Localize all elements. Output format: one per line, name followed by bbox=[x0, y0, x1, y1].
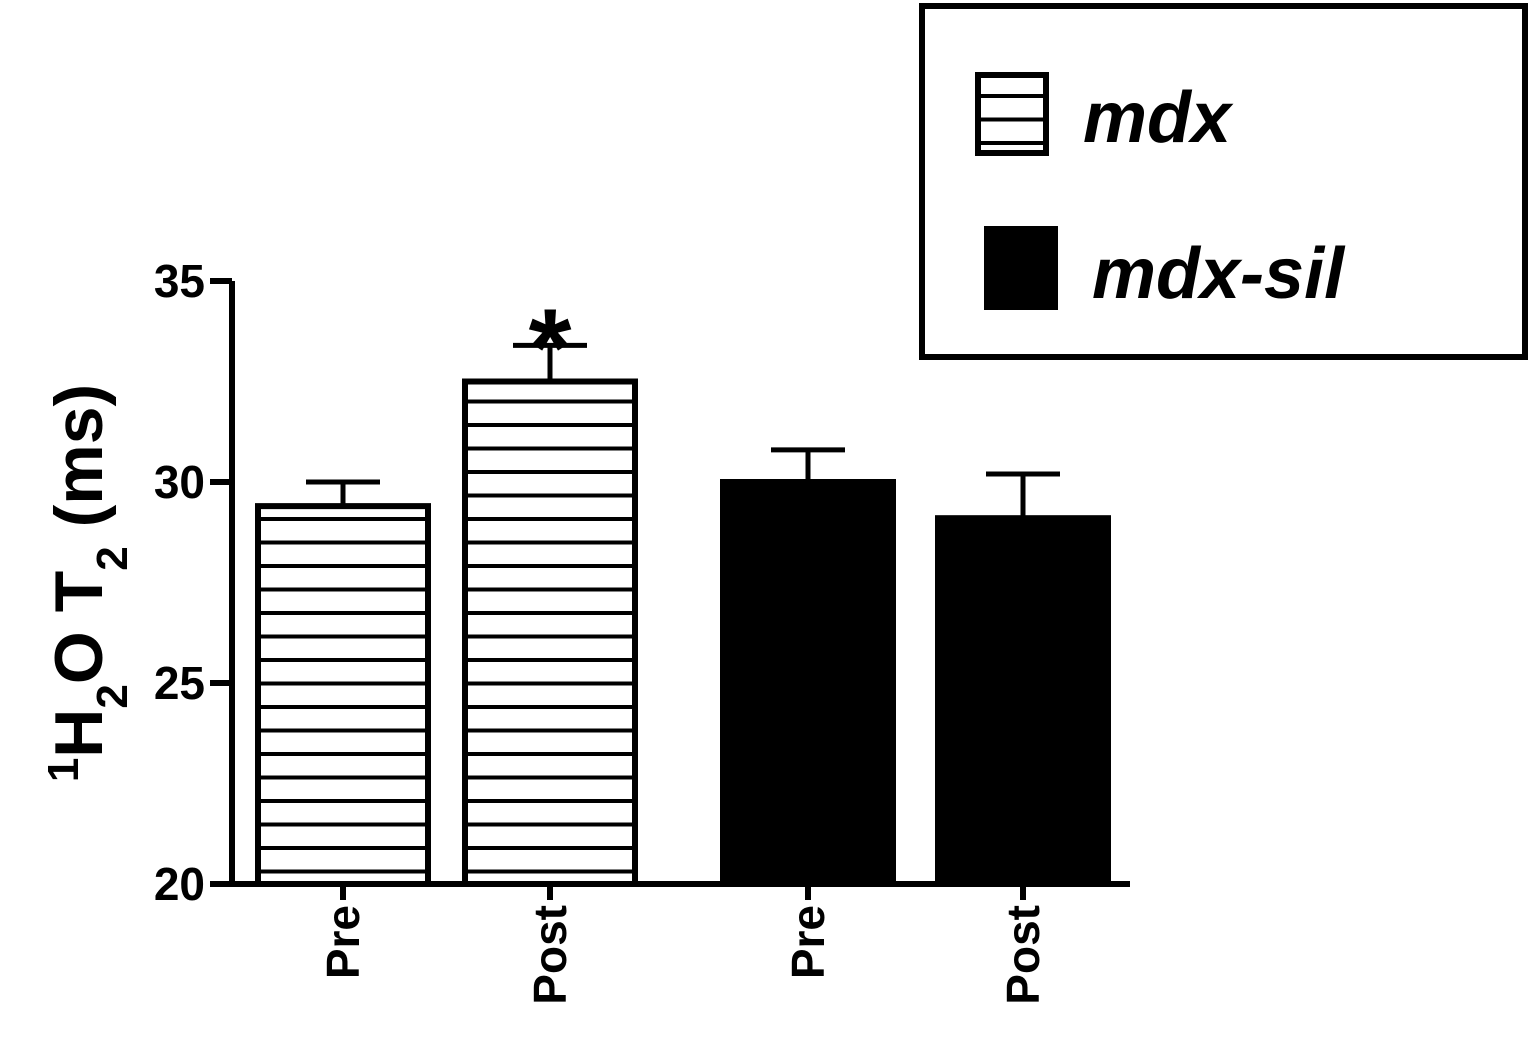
legend-swatch bbox=[975, 72, 1049, 156]
y-tick-label: 20 bbox=[154, 858, 205, 910]
legend-label: mdx-sil bbox=[1092, 234, 1346, 314]
error-bar bbox=[771, 447, 845, 482]
y-tick-label: 30 bbox=[154, 456, 205, 508]
legend-label: mdx bbox=[1083, 78, 1234, 158]
y-tick-label: 35 bbox=[154, 255, 205, 307]
error-bar bbox=[306, 479, 380, 507]
x-tick-label: Post bbox=[997, 905, 1049, 1005]
x-tick-label: Post bbox=[524, 905, 576, 1005]
annotation: * bbox=[529, 286, 572, 409]
bar bbox=[720, 479, 896, 887]
bar bbox=[255, 503, 431, 887]
bar bbox=[935, 515, 1111, 887]
bar bbox=[462, 378, 638, 887]
y-tick-label: 25 bbox=[154, 657, 205, 709]
error-bar bbox=[986, 471, 1060, 519]
x-tick-label: Pre bbox=[782, 905, 834, 979]
y-axis-label: 1H2O T2 (ms) bbox=[39, 384, 137, 782]
legend-swatch bbox=[984, 226, 1058, 310]
error-bar bbox=[513, 342, 587, 382]
x-tick-label: Pre bbox=[317, 905, 369, 979]
